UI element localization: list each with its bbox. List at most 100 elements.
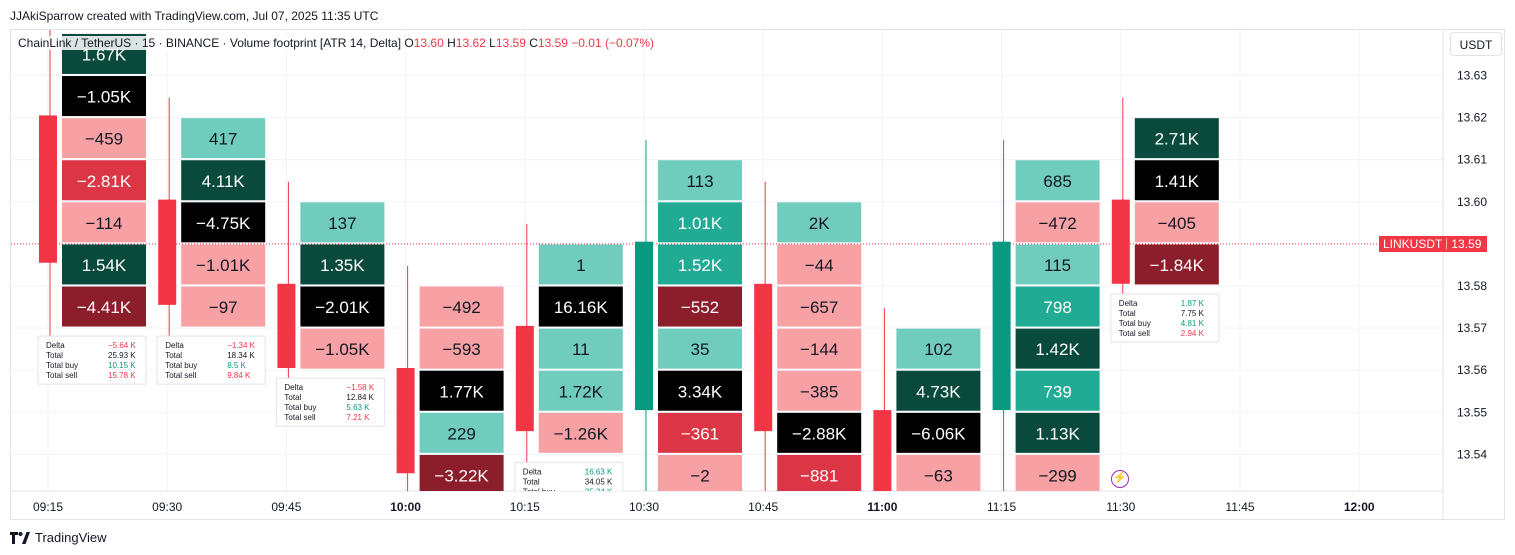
bar-stats-label: Total <box>46 351 63 360</box>
footprint-cell <box>1015 370 1100 411</box>
x-tick-label: 11:15 <box>987 500 1016 514</box>
footprint-cell <box>1134 244 1219 285</box>
price-tag-symbol: LINKUSDT <box>1383 237 1443 251</box>
footer-brand: TradingView <box>35 530 107 545</box>
footprint-cell-value: 1.72K <box>559 382 604 401</box>
footprint-cell <box>658 286 742 327</box>
footprint-cell-value: −114 <box>85 214 122 233</box>
bar-stats-value: 1.87 K <box>1181 299 1205 308</box>
footprint-cell-value: −144 <box>800 340 838 359</box>
footprint-cell-value: −6.06K <box>911 424 966 443</box>
footprint-cell <box>896 328 981 369</box>
footprint-cell-value: 35 <box>691 340 710 359</box>
price-tag-value: 13.59 <box>1451 237 1482 251</box>
candle-body <box>515 325 534 432</box>
footprint-cell <box>777 244 862 285</box>
x-tick-label: 10:45 <box>748 500 778 514</box>
footprint-cell-value: 4.11K <box>202 172 246 191</box>
footprint-cell <box>300 286 385 327</box>
footprint-cell-value: −4.41K <box>77 298 132 317</box>
legend-o-label: O <box>404 36 414 50</box>
footprint-cell-value: 102 <box>924 340 952 359</box>
candle-body <box>277 283 296 368</box>
legend-open: 13.60 <box>413 36 444 50</box>
footprint-cell <box>658 244 742 285</box>
footprint-cell <box>777 454 862 491</box>
bar-stats-label: Total <box>1119 309 1136 318</box>
lightning-icon[interactable]: ⚡ <box>1111 470 1129 488</box>
bar-stats-label: Total <box>165 351 182 360</box>
footprint-cell <box>538 328 623 369</box>
bar-stats-value: 7.21 K <box>346 413 370 422</box>
footprint-cell-value: −97 <box>209 298 238 317</box>
y-tick-label: 13.58 <box>1457 279 1487 293</box>
footprint-cell-value: −405 <box>1158 214 1196 233</box>
footprint-cell-value: 16.16K <box>554 298 609 317</box>
footprint-cell-value: −4.75K <box>196 214 251 233</box>
x-tick-label: 10:00 <box>390 500 421 514</box>
footprint-cell <box>300 202 385 243</box>
footprint-cell <box>896 454 981 491</box>
footprint-cell <box>538 286 623 327</box>
footprint-cell-value: −459 <box>85 130 123 149</box>
bar-stats-label: Delta <box>165 341 184 350</box>
footprint-cell-value: −44 <box>805 256 834 275</box>
candle-body <box>1111 199 1130 284</box>
footprint-cell <box>419 412 504 453</box>
footprint-cell <box>62 202 146 243</box>
bar-stats-value: 16.63 K <box>585 467 613 476</box>
bar-stats-value: 4.81 K <box>1181 319 1205 328</box>
currency-button[interactable]: USDT <box>1450 32 1502 56</box>
footprint-cell-value: −1.26K <box>554 424 609 443</box>
candle-body <box>873 410 892 491</box>
bar-stats-bg <box>275 377 385 427</box>
footprint-cell <box>62 286 146 327</box>
footprint-cell <box>181 202 266 243</box>
bar-stats-value: 5.63 K <box>346 403 370 412</box>
legend-close: 13.59 <box>537 36 568 50</box>
candle-body <box>39 115 57 263</box>
bar-stats-label: Total sell <box>46 371 77 380</box>
bar-stats-label: Delta <box>1119 299 1138 308</box>
footprint-cell <box>419 286 504 327</box>
footprint-cell <box>538 370 623 411</box>
bar-stats-label: Delta <box>46 341 65 350</box>
footprint-cell <box>1015 202 1100 243</box>
x-tick-label: 11:00 <box>867 500 897 514</box>
candle-body <box>754 283 773 432</box>
bar-stats-label: Total sell <box>165 371 196 380</box>
footprint-cell <box>62 244 146 285</box>
footprint-cell <box>1015 244 1100 285</box>
footprint-cell <box>896 370 981 411</box>
y-tick-label: 13.62 <box>1457 111 1487 125</box>
bar-stats-value: 15.78 K <box>108 371 136 380</box>
footprint-cell <box>300 244 385 285</box>
footprint-cell <box>658 454 742 491</box>
legend-symbol[interactable]: ChainLink / TetherUS · 15 · BINANCE · Vo… <box>18 36 402 50</box>
bar-stats-label: Total sell <box>1119 329 1150 338</box>
bar-stats-value: 2.94 K <box>1181 329 1205 338</box>
x-tick-label: 11:30 <box>1106 500 1135 514</box>
bar-stats-value: 10.15 K <box>108 361 136 370</box>
footprint-cell <box>658 202 742 243</box>
bar-stats-value: −1.34 K <box>227 341 255 350</box>
footprint-cell <box>538 244 623 285</box>
legend-change: −0.01 (−0.07%) <box>571 36 655 50</box>
x-tick-label: 12:00 <box>1344 500 1375 514</box>
x-tick-label: 10:15 <box>510 500 540 514</box>
bar-stats-label: Total buy <box>46 361 78 370</box>
x-tick-label: 09:30 <box>152 500 182 514</box>
legend-h-label: H <box>447 36 456 50</box>
footprint-cell <box>658 160 742 201</box>
chart-caption: JJAkiSparrow created with TradingView.co… <box>10 9 379 23</box>
candle-body <box>396 368 415 474</box>
footer-branding[interactable]: TradingView <box>10 530 107 545</box>
footprint-cell <box>777 370 862 411</box>
footprint-cell <box>181 244 266 285</box>
footprint-cell-value: −593 <box>442 340 480 359</box>
footprint-cell-value: −1.84K <box>1150 256 1205 275</box>
footprint-cell <box>1015 454 1100 491</box>
bar-stats-value: 34.05 K <box>585 477 613 486</box>
footprint-cell <box>1134 118 1219 159</box>
